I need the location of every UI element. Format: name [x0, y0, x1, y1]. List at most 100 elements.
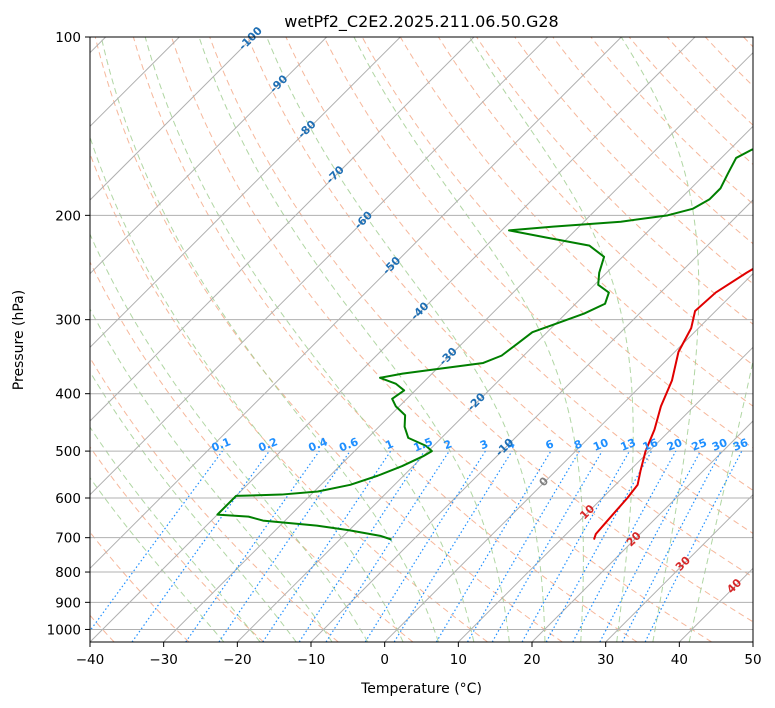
- isotherm: [90, 37, 549, 496]
- isotherm-label: 0: [537, 474, 552, 489]
- moist-adiabat: [620, 37, 700, 642]
- isotherm-label: 30: [673, 553, 693, 573]
- isotherm: [678, 567, 753, 642]
- mixing-ratio-line: [521, 450, 631, 642]
- mixing-ratio-label: 30: [710, 436, 729, 454]
- isotherm-label: 20: [624, 529, 644, 549]
- mixing-ratio-line: [599, 450, 702, 642]
- mixing-ratio-label: 8: [572, 437, 584, 452]
- isotherm-label: -50: [380, 254, 403, 277]
- mixing-ratio-line: [262, 450, 392, 642]
- x-tick-label: 20: [523, 652, 540, 668]
- moist-adiabat: [90, 233, 369, 642]
- dry-adiabat: [209, 37, 753, 623]
- moist-adiabat: [353, 37, 584, 642]
- moist-adiabat: [90, 370, 297, 642]
- dry-adiabat: [438, 37, 753, 366]
- dry-adiabat: [247, 37, 753, 578]
- mixing-ratio-label: 20: [665, 436, 684, 454]
- dry-adiabat: [285, 37, 753, 535]
- temperature-profile-line: [593, 267, 753, 540]
- dry-adiabat: [171, 37, 713, 642]
- dry-adiabat: [476, 37, 753, 325]
- background-lines: [90, 37, 753, 642]
- isotherm: [236, 125, 753, 642]
- isotherm: [90, 37, 475, 422]
- plot-frame: [89, 36, 754, 643]
- dry-adiabat: [704, 37, 753, 87]
- isotherm-label: 10: [577, 502, 597, 522]
- dry-adiabat: [90, 531, 190, 642]
- mixing-ratio-label: 0.6: [337, 435, 360, 454]
- mixing-ratio-line: [90, 450, 223, 632]
- moist-adiabat: [469, 37, 634, 642]
- line-labels: 0.1 0.2 0.4 0.6 1 1.5 2 3 4 6 8 10 13 16 20 25 30 36-100-…: [210, 24, 751, 596]
- y-tick-label: 1000: [47, 622, 81, 638]
- mixing-ratio-label: 36: [731, 436, 750, 454]
- x-tick-label: −20: [223, 652, 252, 668]
- dry-adiabat: [132, 37, 638, 642]
- x-tick-label: 0: [380, 652, 389, 668]
- isotherm: [90, 37, 622, 570]
- isotherm-label: -80: [295, 118, 318, 141]
- moist-adiabat: [688, 358, 753, 642]
- moist-adiabat: [266, 37, 546, 642]
- mixing-ratio-label: 16: [641, 436, 660, 454]
- x-tick-label: −30: [149, 652, 178, 668]
- moist-adiabat: [90, 476, 225, 642]
- dry-adiabat: [590, 37, 753, 205]
- isotherm: [90, 37, 254, 201]
- moist-adiabat: [90, 308, 333, 642]
- dry-adiabat: [90, 260, 414, 642]
- isotherm-label: -100: [236, 24, 265, 53]
- isotherm-label: -90: [267, 72, 290, 95]
- x-tick-label: −40: [76, 652, 105, 668]
- isotherm: [163, 51, 753, 642]
- dry-adiabat: [323, 37, 753, 491]
- isotherm: [90, 37, 328, 275]
- isotherm: [457, 346, 753, 642]
- mixing-ratio-label: 1: [383, 437, 395, 452]
- dry-adiabat: [90, 356, 339, 642]
- isotherm: [90, 37, 401, 349]
- mixing-ratio-line: [644, 450, 743, 642]
- mixing-ratio-line: [393, 450, 513, 642]
- mixing-ratio-line: [131, 450, 270, 642]
- isotherm: [752, 641, 753, 642]
- x-tick-label: 10: [450, 652, 467, 668]
- y-tick-label: 800: [55, 565, 81, 581]
- y-tick-label: 200: [55, 208, 81, 224]
- isotherm-label: -10: [493, 436, 516, 459]
- x-tick-label: 50: [744, 652, 761, 668]
- mixing-ratio-label: 0.1: [210, 435, 233, 454]
- isotherm: [90, 37, 696, 642]
- isotherm-label: -60: [352, 208, 375, 231]
- mixing-ratio-line: [185, 450, 320, 642]
- isotherm-label: 40: [724, 576, 744, 596]
- moist-adiabat: [90, 135, 404, 642]
- dry-adiabat: [552, 37, 753, 245]
- dry-adiabat: [514, 37, 753, 285]
- isotherm: [531, 420, 753, 642]
- x-tick-label: 40: [671, 652, 688, 668]
- x-tick-label: 30: [597, 652, 614, 668]
- dry-adiabat: [94, 37, 563, 642]
- series-lines: [216, 148, 753, 541]
- y-tick-label: 300: [55, 313, 81, 329]
- dry-adiabat: [743, 37, 753, 48]
- mixing-ratio-label: 2: [442, 437, 454, 452]
- mixing-ratio-line: [364, 450, 486, 642]
- mixing-ratio-label: 0.2: [256, 435, 279, 454]
- chart-title: wetPf2_C2E2.2025.211.06.50.G28: [284, 12, 558, 32]
- y-tick-label: 100: [55, 30, 81, 46]
- y-tick-label: 900: [55, 595, 81, 611]
- mixing-ratio-line: [298, 450, 425, 642]
- mixing-ratio-label: 0.4: [306, 435, 329, 454]
- dry-adiabat: [90, 152, 488, 642]
- mixing-ratio-line: [545, 450, 653, 642]
- dry-adiabat: [90, 446, 264, 642]
- dewpoint-profile-line: [216, 148, 753, 541]
- x-tick-label: −10: [297, 652, 326, 668]
- isotherm-label: -30: [437, 345, 460, 368]
